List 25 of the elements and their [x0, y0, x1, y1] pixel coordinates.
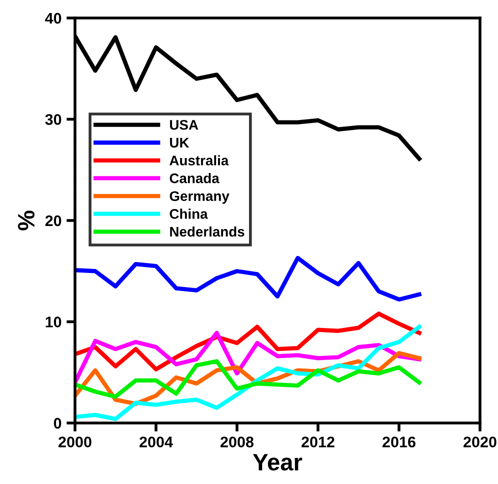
x-axis-title: Year	[252, 454, 302, 471]
x-tick-label: 2004	[140, 436, 173, 448]
legend-label: Germany	[170, 191, 230, 204]
y-tick-label: 20	[45, 215, 62, 226]
y-tick-label: 0	[54, 418, 62, 429]
x-tick-label: 2020	[464, 436, 496, 448]
y-tick-label: 30	[45, 114, 62, 125]
line-series	[75, 256, 422, 302]
legend-label: Australia	[170, 155, 229, 166]
x-tick-label: 2008	[220, 436, 254, 448]
legend-label: China	[170, 208, 208, 219]
line-series	[75, 330, 422, 385]
y-axis-title: %	[18, 210, 35, 230]
legend-label: Canada	[170, 173, 220, 184]
x-tick-label: 2016	[382, 436, 416, 448]
y-tick-label: 10	[46, 316, 62, 328]
legend-label: UK	[170, 138, 190, 148]
line-series	[75, 359, 422, 399]
legend-label: USA	[170, 120, 198, 130]
x-tick-label: 2012	[302, 436, 334, 448]
line-series	[75, 312, 422, 372]
x-tick-label: 2000	[58, 436, 92, 448]
y-tick-label: 40	[45, 12, 62, 24]
legend-label: Nederlands	[170, 226, 244, 237]
line-series	[75, 324, 422, 422]
